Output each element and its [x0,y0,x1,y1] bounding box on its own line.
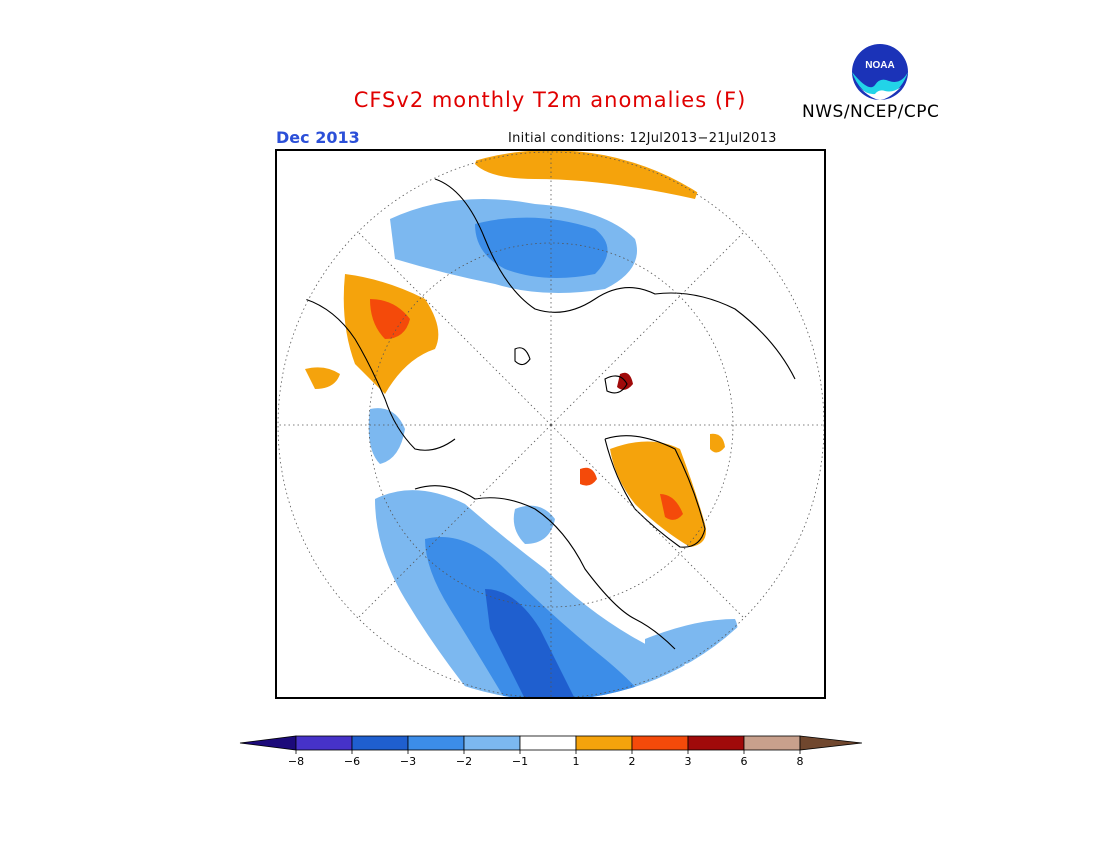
colorbar-swatch-plus1_to_plus2 [575,735,633,751]
noaa-logo-icon: NOAA [850,42,910,102]
colorbar-tick-label: −1 [512,755,528,768]
colorbar-swatch-plus2_to_plus3 [631,735,689,751]
warm-region-alaska [305,367,340,389]
polar-map [275,149,826,699]
colorbar-tick-label: 1 [573,755,580,768]
logo-text: NOAA [865,60,894,71]
initial-conditions-label: Initial conditions: 12Jul2013−21Jul2013 [508,131,777,146]
colorbar-tick-label: 3 [685,755,692,768]
colorbar-swatch-minus2_to_minus1 [463,735,521,751]
colorbar-tick-label: 6 [741,755,748,768]
agency-label: NWS/NCEP/CPC [802,102,940,122]
map-border [275,149,826,699]
colorbar-swatch-minus8_to_minus6 [295,735,353,751]
colorbar-tick-label: −6 [344,755,360,768]
valid-month-label: Dec 2013 [276,128,360,147]
colorbar-tick-label: 8 [797,755,804,768]
warm-region-kamchatka-core [370,299,410,339]
colorbar-tick-label: −2 [456,755,472,768]
colorbar-swatch-minus3_to_minus2 [407,735,465,751]
colorbar-swatch-plus6_to_plus8 [743,735,801,751]
warm-region-iceland [710,433,725,453]
colorbar-ticks: −8 −6 −3 −2 −1 1 2 3 6 8 [288,750,804,768]
cool-region-hudson [513,505,555,544]
colorbar-arrow-high [799,735,862,751]
cool-region-europe [368,408,405,464]
warm-region-greenland-core [660,494,683,520]
colorbar-tick-label: −8 [288,755,304,768]
colorbar-tick-label: 2 [629,755,636,768]
warm-region-greenland [610,441,706,547]
cool-region-siberia-core [475,217,608,278]
colorbar-swatches [239,735,862,751]
warm-region-baffin [580,467,597,486]
colorbar-swatch-plus3_to_plus6 [687,735,745,751]
colorbar-arrow-low [239,735,297,751]
colorbar-swatch-neutral [519,735,577,751]
colorbar-tick-label: −3 [400,755,416,768]
cool-region-north-america-core [425,537,645,699]
chart-title: CFSv2 monthly T2m anomalies (F) [353,88,747,112]
cool-region-north-america-strong [485,589,575,699]
coastlines [304,178,796,650]
colorbar-swatch-minus6_to_minus3 [351,735,409,751]
colorbar: −8 −6 −3 −2 −1 1 2 3 6 8 [239,735,862,768]
